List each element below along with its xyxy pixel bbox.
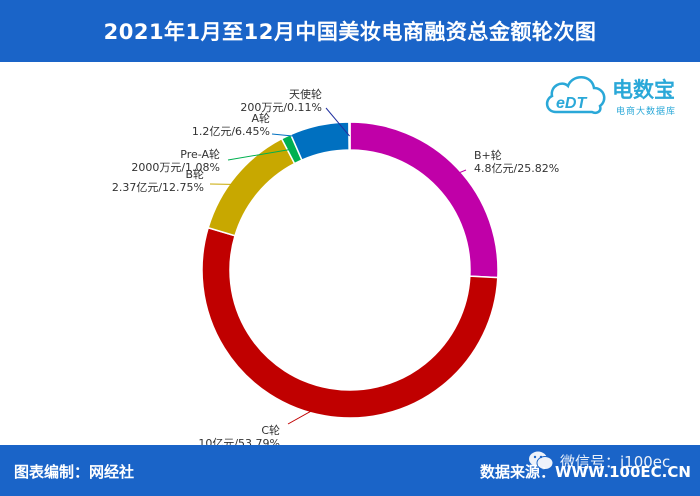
slice-value-label: 200万元/0.11% [240, 101, 322, 114]
slice-value-label: 1.2亿元/6.45% [192, 125, 270, 138]
leader-line-天使轮 [325, 107, 350, 137]
data-source: 数据来源：WWW.100EC.CN [480, 463, 691, 481]
leader-line-A轮 [271, 133, 323, 140]
slice-name-label: C轮 [261, 423, 280, 437]
slice-C轮 [201, 226, 499, 419]
footer-banner: 图表编制：网经社 数据来源：WWW.100EC.CN [0, 445, 700, 496]
leader-line-B轮 [209, 183, 247, 186]
slice-A轮 [289, 121, 350, 162]
slice-name-label: A轮 [251, 111, 270, 125]
logo-text: 电数宝 [612, 78, 675, 102]
logo-subtext: 电商大数据库 [616, 107, 677, 117]
slice-B轮 [207, 137, 296, 237]
leader-line-Pre-A轮 [227, 148, 293, 161]
slice-value-label: 2000万元/1.08% [131, 161, 220, 174]
slice-name-label: B轮 [185, 167, 204, 181]
chart-title: 2021年1月至12月中国美妆电商融资总金额轮次图 [103, 20, 597, 44]
slice-value-label: 4.8亿元/25.82% [474, 162, 559, 175]
chart-credit: 图表编制：网经社 [14, 463, 135, 481]
wechat-icon [529, 451, 554, 470]
chart-area: B+轮 4.8亿元/25.82% C轮 10亿元/53.79% B轮 2.37亿元/12.… [0, 62, 700, 445]
wechat-id: 微信号：i100ec [560, 452, 671, 471]
wechat-watermark: 微信号：i100ec [528, 450, 670, 472]
slice-value-label: 10亿元/53.79% [198, 437, 280, 445]
title-banner: 2021年1月至12月中国美妆电商融资总金额轮次图 [0, 0, 700, 62]
slice-value-label: 2.37亿元/12.75% [112, 181, 204, 194]
slice-name-label: B+轮 [474, 148, 502, 162]
slice-B+轮 [349, 121, 499, 279]
cloud-icon: eDT [545, 76, 606, 114]
leader-line-C轮 [287, 401, 328, 425]
leader-line-B+轮 [446, 169, 467, 179]
brand-logo: eDT 电数宝 电商大数据库 [542, 68, 692, 124]
slice-name-label: 天使轮 [289, 87, 322, 101]
slice-name-label: Pre-A轮 [180, 147, 220, 161]
logo-mark: eDT [556, 95, 587, 112]
